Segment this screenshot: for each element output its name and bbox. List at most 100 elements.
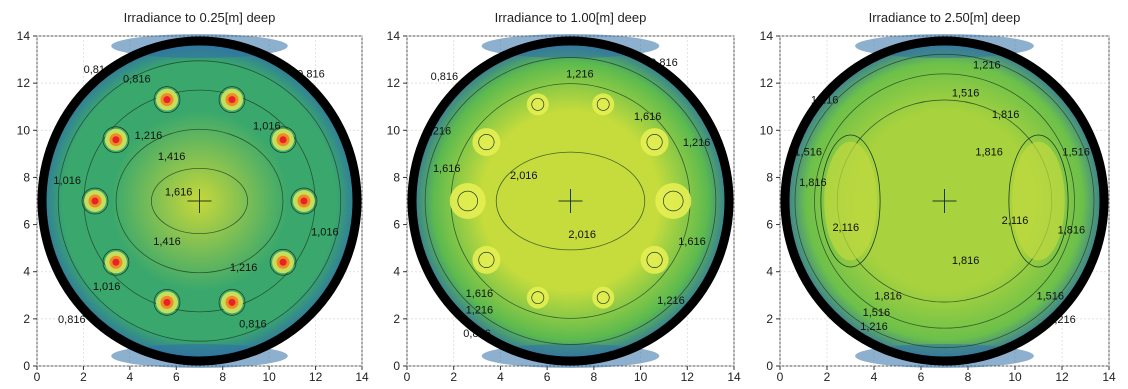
x-tick-label: 2 <box>824 370 831 384</box>
x-tick-label: 2 <box>80 370 87 384</box>
y-tick-label: 8 <box>393 170 400 184</box>
chart-panel-3: Irradiance to 2.50[m] deep 0 2 4 6 8 10 12 14 0 2 4… <box>760 10 1116 384</box>
light-source-center <box>279 136 287 144</box>
contour-line <box>269 126 297 154</box>
x-tick-label: 14 <box>355 370 369 384</box>
y-tick-label: 12 <box>760 76 774 90</box>
y-tick-label: 4 <box>23 265 30 279</box>
contour-label: 1,616 <box>678 236 706 248</box>
x-tick-label: 8 <box>591 370 598 384</box>
light-source-center <box>112 136 120 144</box>
contour-label: 1,016 <box>253 121 281 133</box>
contour-line <box>153 289 181 316</box>
y-tick-label: 8 <box>23 170 30 184</box>
contour-line <box>531 291 545 305</box>
high-irradiance-lobe <box>824 141 877 261</box>
contour-line <box>1008 134 1069 268</box>
contour-label: 2,016 <box>568 229 596 241</box>
contour-label: 1,816 <box>1058 224 1086 236</box>
boundary-ring <box>37 36 362 366</box>
y-tick-label: 10 <box>17 123 31 137</box>
light-source-halo <box>640 245 669 274</box>
contour-line <box>478 134 495 151</box>
contour-line <box>218 86 246 113</box>
light-source-halo <box>472 128 501 157</box>
y-tick-label: 10 <box>387 123 401 137</box>
y-tick-label: 0 <box>766 359 773 373</box>
contour-label: 1,216 <box>135 130 163 142</box>
y-tick-label: 2 <box>23 312 30 326</box>
x-tick-label: 4 <box>871 370 878 384</box>
contour-line <box>102 248 130 276</box>
x-tick-label: 10 <box>634 370 648 384</box>
contour-line <box>794 53 1095 349</box>
light-source-halo <box>472 245 501 274</box>
y-tick-label: 12 <box>387 76 401 90</box>
y-tick-label: 6 <box>23 218 30 232</box>
chart-panel-1: Irradiance to 0.25[m] deep 0 2 4 6 8 10 12 14 0 2 4… <box>17 10 369 384</box>
x-tick-label: 10 <box>262 370 276 384</box>
chart-title: Irradiance to 0.25[m] deep <box>124 10 276 25</box>
contour-line <box>153 86 181 113</box>
x-tick-label: 0 <box>34 370 41 384</box>
y-tick-label: 8 <box>766 170 773 184</box>
y-tick-label: 2 <box>766 312 773 326</box>
light-source-halo <box>526 286 549 309</box>
light-source-halo <box>526 93 549 116</box>
contour-label: 1,616 <box>165 187 193 199</box>
light-source-center <box>112 258 120 266</box>
y-tick-label: 0 <box>23 359 30 373</box>
contour-label: 1,016 <box>53 175 81 187</box>
light-source-halo <box>640 128 669 157</box>
contour-label: 1,416 <box>153 236 181 248</box>
contour-line <box>457 190 478 212</box>
x-tick-label: 8 <box>965 370 972 384</box>
contour-label: 2,016 <box>510 170 538 182</box>
contour-label: 1,516 <box>794 147 822 159</box>
y-tick-label: 14 <box>760 29 774 43</box>
contour-label: 1,616 <box>634 111 662 123</box>
contour-label: 1,816 <box>992 109 1020 121</box>
contour-line <box>646 251 663 268</box>
x-tick-label: 0 <box>404 370 411 384</box>
contour-label: 1,416 <box>158 151 186 163</box>
y-tick-label: 12 <box>17 76 31 90</box>
y-tick-label: 0 <box>393 359 400 373</box>
contour-line <box>478 251 495 268</box>
contour-line <box>424 57 717 345</box>
contour-label: 1,216 <box>466 304 494 316</box>
contour-label: 1,616 <box>466 288 494 300</box>
contour-label: 2,116 <box>1002 215 1029 227</box>
y-tick-label: 14 <box>17 29 31 43</box>
contour-line <box>81 187 109 215</box>
contour-line <box>102 126 130 154</box>
contour-label: 0,816 <box>123 73 151 85</box>
light-source-halo <box>592 93 615 116</box>
x-tick-label: 4 <box>497 370 504 384</box>
contour-line <box>663 190 684 212</box>
contour-label: 1,216 <box>657 295 685 307</box>
x-tick-label: 14 <box>1102 370 1116 384</box>
contour-label: 1,816 <box>874 290 902 302</box>
boundary-ring <box>780 36 1109 366</box>
contour-line <box>814 73 1075 329</box>
x-tick-label: 4 <box>127 370 134 384</box>
light-source-halo <box>655 183 692 219</box>
boundary-ring <box>407 36 734 366</box>
light-source-halo <box>592 286 615 309</box>
x-tick-label: 14 <box>727 370 741 384</box>
y-tick-label: 6 <box>393 218 400 232</box>
x-tick-label: 2 <box>450 370 457 384</box>
contour-label: 1,016 <box>311 227 339 239</box>
x-tick-label: 6 <box>918 370 925 384</box>
contour-label: 0,816 <box>58 314 86 326</box>
light-source-center <box>163 96 171 104</box>
light-source-halo <box>449 183 486 219</box>
contour-line <box>531 97 545 111</box>
contour-line <box>57 60 342 342</box>
light-source-center <box>163 298 171 306</box>
contour-label: 1,016 <box>93 281 121 293</box>
y-tick-label: 6 <box>766 218 773 232</box>
x-tick-label: 12 <box>309 370 323 384</box>
